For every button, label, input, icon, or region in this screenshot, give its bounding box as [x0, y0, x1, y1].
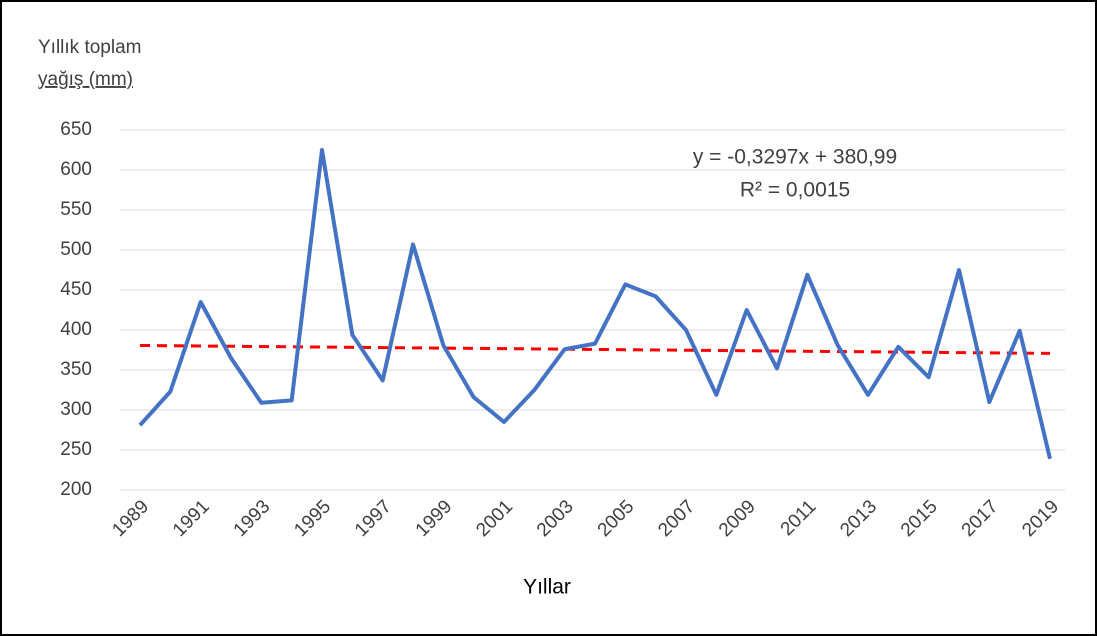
trend-r-squared: R² = 0,0015: [740, 179, 850, 202]
y-tick-label: 600: [60, 159, 92, 180]
y-tick-label: 550: [60, 199, 92, 220]
y-axis-title: yağış (mm): [38, 69, 133, 90]
x-axis-title: Yıllar: [523, 576, 571, 599]
y-tick-label: 250: [60, 439, 92, 460]
y-axis-title: Yıllık toplam: [38, 37, 141, 58]
y-tick-label: 450: [60, 279, 92, 300]
data-line: [138, 148, 1052, 460]
y-tick-label: 400: [60, 319, 92, 340]
trend-equation: y = -0,3297x + 380,99: [693, 146, 897, 169]
y-tick-label: 350: [60, 359, 92, 380]
y-tick-label: 650: [60, 119, 92, 140]
y-tick-label: 300: [60, 399, 92, 420]
y-tick-label: 200: [60, 479, 92, 500]
y-tick-label: 500: [60, 239, 92, 260]
